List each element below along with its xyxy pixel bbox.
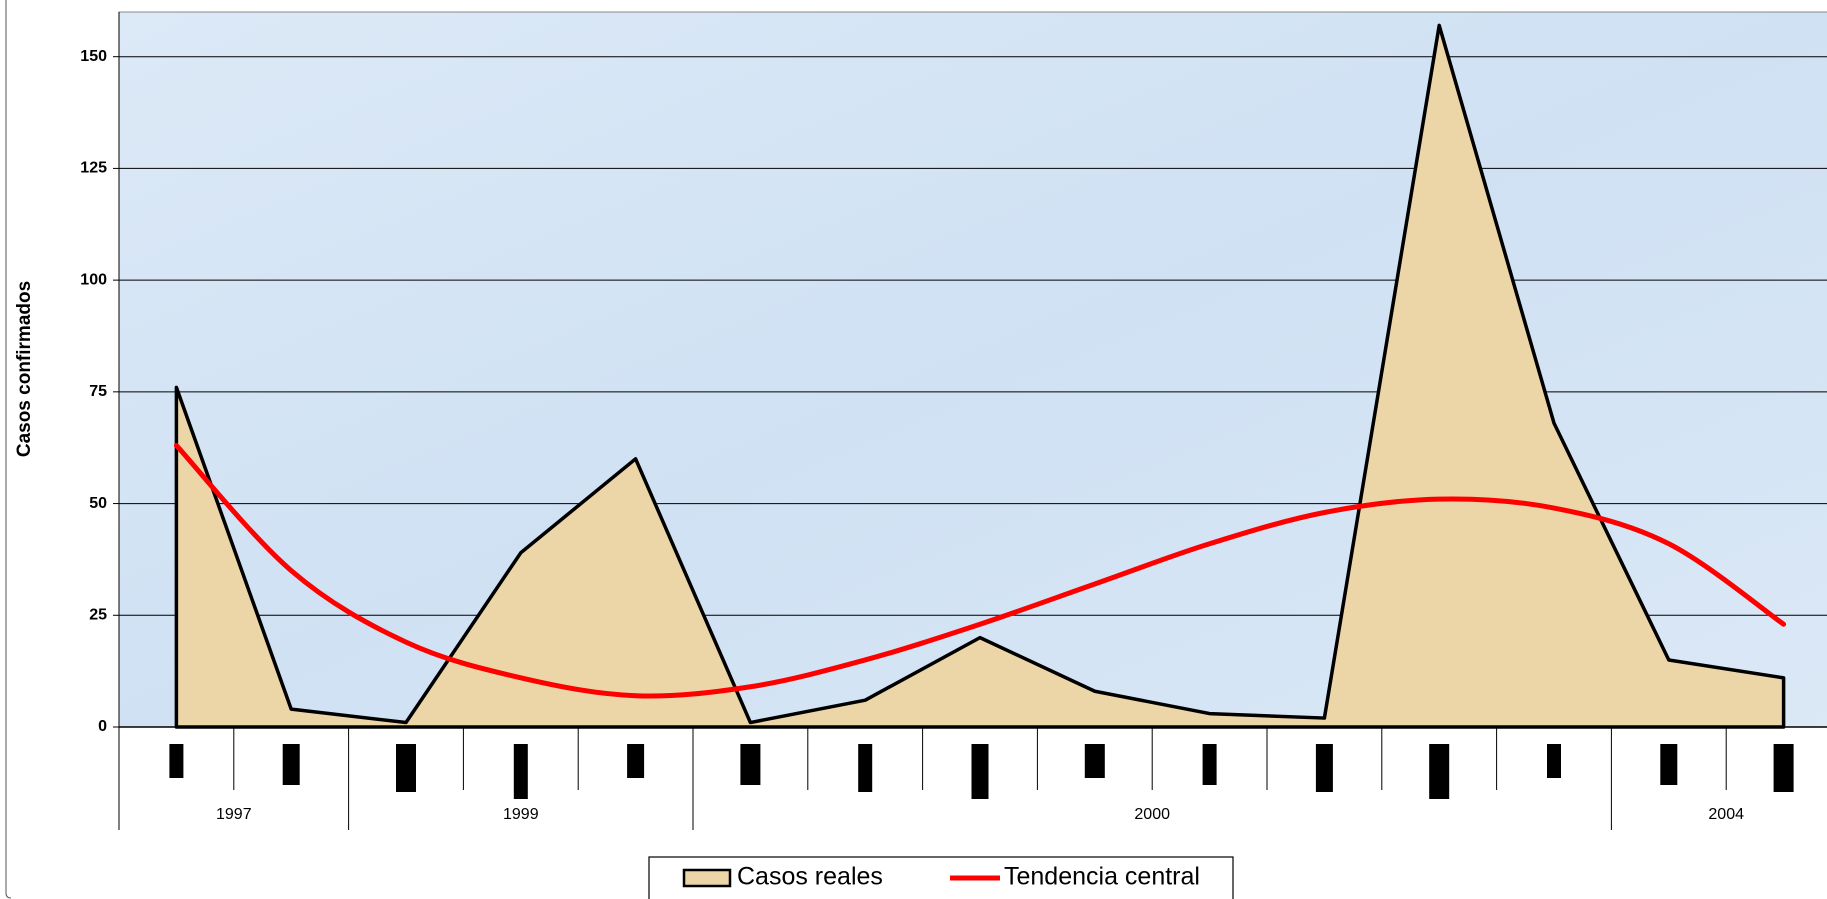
category-label — [282, 744, 300, 785]
group-label: 1999 — [503, 806, 539, 823]
area — [174, 23, 1786, 729]
category-label — [1429, 744, 1450, 799]
group-label: 2000 — [1134, 806, 1170, 823]
category-label — [1660, 744, 1678, 785]
legend-swatch — [682, 868, 732, 888]
category-label — [169, 744, 184, 778]
category-label — [1547, 744, 1561, 778]
y-tick-label: 50 — [89, 495, 107, 512]
y-tick-label: 125 — [80, 160, 107, 177]
y-tick-label: 25 — [89, 607, 107, 624]
category-label — [1202, 744, 1217, 785]
legend-label: Tendencia central — [1004, 863, 1200, 891]
category-label — [1084, 744, 1105, 778]
y-axis-label: Casos confirmados — [14, 281, 35, 457]
y-tick-label: 150 — [80, 48, 107, 65]
category-label — [513, 744, 528, 799]
category-label — [740, 744, 761, 785]
category-label — [971, 744, 989, 799]
legend-label: Casos reales — [737, 863, 883, 891]
y-tick-label: 0 — [98, 718, 107, 735]
y-tick-label: 100 — [80, 271, 107, 288]
category-label — [1773, 744, 1794, 792]
group-label: 1997 — [216, 806, 252, 823]
category-label — [858, 744, 873, 792]
category-label — [396, 744, 416, 792]
y-tick-label: 75 — [89, 383, 107, 400]
category-label — [1315, 744, 1333, 792]
trend-line — [173, 442, 1787, 699]
legend — [648, 856, 1234, 899]
category-label — [627, 744, 645, 778]
chart-frame — [5, 0, 12, 899]
group-label: 2004 — [1708, 806, 1744, 823]
